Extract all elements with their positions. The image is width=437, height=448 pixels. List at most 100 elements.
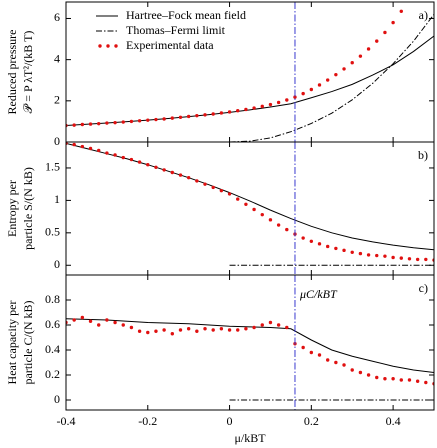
data-point (162, 117, 166, 121)
data-point (203, 327, 207, 331)
data-point (244, 327, 248, 331)
data-point (227, 328, 232, 332)
data-point (178, 115, 183, 119)
data-point (399, 378, 403, 382)
panel-label: c) (419, 281, 428, 295)
data-point (88, 122, 93, 126)
data-point (350, 61, 354, 65)
y-axis-label: Heat capacity per (5, 301, 19, 385)
legend-marker (114, 44, 118, 48)
data-point (186, 327, 191, 331)
y-axis-label: Entropy per (5, 180, 19, 237)
data-point (407, 257, 412, 261)
y-axis-label: particle C/(N kB) (21, 301, 35, 385)
data-point (342, 67, 346, 71)
data-point (325, 78, 330, 82)
data-point (424, 380, 428, 385)
data-point (325, 358, 330, 362)
data-point (113, 120, 117, 125)
data-point (383, 377, 387, 381)
data-point (350, 368, 354, 372)
data-point (186, 175, 191, 180)
data-point (252, 207, 256, 212)
data-point (137, 160, 142, 164)
data-point (105, 151, 109, 155)
y-tick-label: 6 (54, 10, 60, 24)
data-point (211, 112, 215, 116)
data-point (97, 148, 101, 153)
data-point (309, 87, 314, 92)
data-point (137, 329, 142, 333)
data-point (285, 227, 289, 232)
data-point (407, 378, 412, 382)
data-point (350, 250, 354, 254)
data-point (391, 255, 395, 260)
data-point (260, 323, 264, 327)
data-point (227, 192, 232, 196)
legend-label: Experimental data (126, 38, 214, 52)
data-point (80, 315, 85, 320)
data-point (219, 327, 224, 331)
y-tick-label: 0.5 (45, 225, 60, 239)
y-tick-label: 2 (54, 93, 60, 107)
data-point (170, 170, 175, 175)
x-tick-label: 0.2 (304, 414, 319, 428)
y-tick-label: 0.4 (45, 342, 60, 356)
data-point (146, 163, 150, 167)
legend-label: Hartree–Fock mean field (126, 8, 246, 22)
data-point (276, 100, 281, 105)
data-point (113, 320, 117, 325)
data-point (301, 345, 305, 350)
data-point (97, 121, 101, 126)
data-point (72, 318, 76, 322)
data-point (80, 122, 85, 127)
data-point (170, 116, 175, 120)
data-point (383, 30, 387, 35)
data-point (121, 323, 125, 327)
data-point (203, 182, 207, 186)
series-line (66, 318, 434, 373)
data-point (154, 165, 158, 170)
data-point (244, 202, 248, 206)
series-line (66, 142, 434, 251)
data-point (154, 117, 158, 122)
data-point (227, 110, 232, 114)
data-point (285, 325, 289, 330)
data-point (383, 254, 387, 258)
y-tick-label: 0 (54, 134, 60, 148)
data-point (285, 98, 289, 102)
y-tick-label: 0.2 (45, 367, 60, 381)
x-tick-label: 0 (227, 414, 233, 428)
data-point (146, 330, 150, 335)
data-point (424, 257, 428, 262)
plot-frame (65, 274, 435, 411)
data-point (121, 120, 125, 124)
data-point (309, 239, 314, 243)
x-tick-label: -0.2 (138, 414, 157, 428)
data-point (293, 95, 297, 99)
data-point (72, 123, 76, 127)
data-point (301, 91, 305, 96)
data-point (88, 146, 93, 151)
data-point (415, 379, 420, 383)
data-point (358, 251, 363, 256)
y-axis-label: 𝒫 = P λT²/(kB T) (21, 31, 35, 114)
data-point (342, 248, 346, 253)
data-point (309, 350, 314, 355)
data-point (170, 332, 175, 336)
y-tick-label: 0 (54, 392, 60, 406)
y-tick-label: 0 (54, 257, 60, 271)
panel-label: b) (418, 148, 428, 162)
data-point (276, 323, 281, 327)
data-point (358, 370, 363, 375)
data-point (72, 142, 76, 147)
data-point (129, 119, 134, 124)
plot-area (66, 9, 434, 142)
data-point (415, 257, 420, 262)
data-point (236, 328, 240, 332)
legend-marker (106, 44, 110, 48)
data-point (236, 109, 240, 113)
data-point (268, 102, 273, 107)
data-point (334, 72, 338, 77)
data-point (236, 197, 240, 201)
